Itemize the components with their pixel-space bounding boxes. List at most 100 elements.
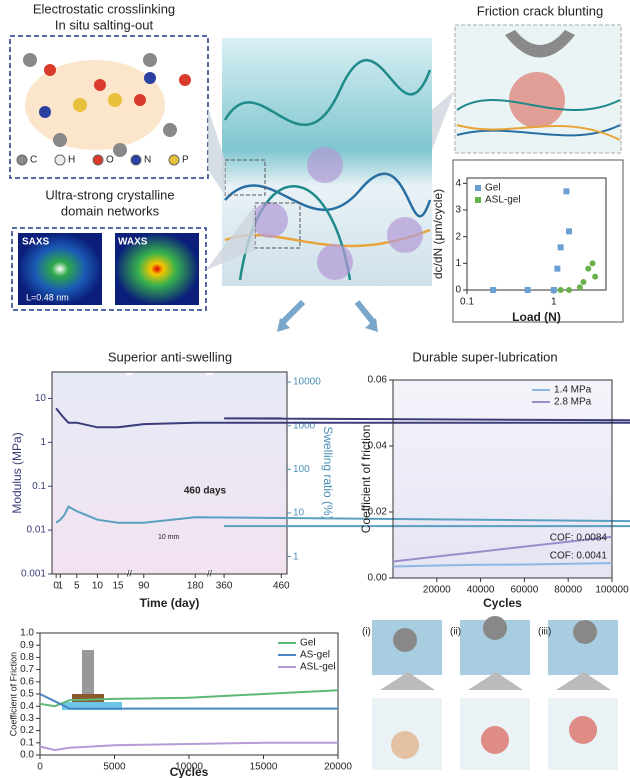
x-tick-label: 0.1 bbox=[460, 297, 474, 308]
stage-diagrams bbox=[372, 616, 618, 770]
y-tick-label: 0.01 bbox=[27, 525, 47, 536]
legend-label: AS-gel bbox=[300, 650, 330, 661]
y2-tick-label: 10000 bbox=[293, 377, 321, 388]
decoration bbox=[380, 672, 611, 690]
y-tick-label: 10 bbox=[35, 393, 47, 404]
x-tick-label: 15 bbox=[113, 581, 125, 592]
y-tick-label: 0.0 bbox=[20, 750, 34, 761]
x-axis-label: Cycles bbox=[170, 765, 209, 778]
decoration bbox=[252, 147, 423, 280]
decoration bbox=[143, 53, 157, 67]
y-axis-label: Coefficient of friction bbox=[359, 425, 373, 534]
y-tick-label: 0.2 bbox=[20, 725, 34, 736]
decoration bbox=[391, 731, 419, 759]
labels: Electrostatic crosslinking In situ salti… bbox=[22, 1, 603, 637]
decoration bbox=[44, 64, 191, 106]
decoration bbox=[53, 133, 67, 147]
decoration bbox=[39, 106, 51, 118]
decoration bbox=[39, 72, 156, 118]
decoration bbox=[223, 58, 432, 126]
decoration bbox=[307, 147, 343, 183]
atom-swatch bbox=[16, 154, 28, 166]
decoration bbox=[82, 650, 94, 695]
y-tick-label: 0.7 bbox=[20, 664, 34, 675]
decoration bbox=[483, 616, 507, 640]
decoration bbox=[317, 244, 353, 280]
x-tick-label: 0 bbox=[53, 581, 59, 592]
decoration bbox=[44, 64, 56, 76]
y-tick-label: 1.0 bbox=[20, 628, 34, 639]
series-line bbox=[39, 693, 338, 710]
decoration bbox=[452, 159, 624, 323]
y-tick-label: 0.1 bbox=[32, 481, 46, 492]
atom-swatch bbox=[54, 154, 66, 166]
x-tick-label: 1 bbox=[551, 297, 557, 308]
x-tick-label: 1 bbox=[57, 581, 63, 592]
point bbox=[563, 188, 570, 195]
legend-label: ASL-gel bbox=[300, 662, 336, 673]
decoration bbox=[569, 716, 597, 744]
point bbox=[566, 287, 573, 293]
decoration bbox=[179, 74, 191, 86]
point bbox=[557, 287, 564, 293]
series-line bbox=[39, 689, 339, 708]
decoration bbox=[509, 72, 565, 128]
point bbox=[566, 228, 573, 235]
axis-break: // bbox=[207, 568, 213, 578]
decoration: (iii) bbox=[538, 627, 551, 638]
plot-frame bbox=[466, 177, 607, 291]
y2-tick-label: 100 bbox=[293, 464, 310, 475]
y-tick-label: 0.5 bbox=[20, 689, 34, 700]
decoration bbox=[456, 124, 621, 141]
y-axis-label: dc/dN (μm/cycle) bbox=[431, 189, 445, 279]
x-tick-label: 10 bbox=[92, 581, 104, 592]
decoration bbox=[23, 53, 177, 157]
decoration bbox=[144, 72, 156, 84]
y2-tick-label: 1000 bbox=[293, 420, 316, 431]
legend-label: 1.4 MPa bbox=[554, 385, 592, 396]
point bbox=[580, 279, 587, 285]
decoration bbox=[113, 143, 127, 157]
x-tick-label: 80000 bbox=[554, 585, 582, 596]
decoration bbox=[62, 702, 122, 710]
x-tick-label: 15000 bbox=[250, 762, 278, 773]
x-tick-label: 0 bbox=[37, 762, 43, 773]
y-tick-label: 0.06 bbox=[368, 375, 388, 386]
annotation: COF: 0.0084 bbox=[550, 533, 608, 544]
decoration bbox=[252, 202, 288, 238]
decoration: WAXS bbox=[118, 237, 148, 248]
decoration: (ii) bbox=[450, 627, 461, 638]
point bbox=[550, 287, 557, 293]
decoration bbox=[432, 90, 455, 150]
y-tick-label: 0.9 bbox=[20, 640, 34, 651]
decoration: L=0.48 nm bbox=[26, 292, 69, 302]
y-axis-label: Coefficient of Friction bbox=[8, 652, 18, 736]
point bbox=[524, 287, 531, 293]
decoration bbox=[387, 217, 423, 253]
y-tick-label: 0.4 bbox=[20, 701, 34, 712]
point bbox=[589, 260, 596, 267]
decoration bbox=[163, 123, 177, 137]
x-tick-label: 5 bbox=[74, 581, 80, 592]
y2-tick-label: 10 bbox=[293, 508, 305, 519]
series-line bbox=[392, 535, 613, 563]
x-axis-label: Cycles bbox=[483, 596, 522, 610]
point bbox=[576, 284, 583, 291]
x-tick-label: 20000 bbox=[423, 585, 451, 596]
decoration: domain networks bbox=[61, 203, 160, 218]
y-tick-label: 0.3 bbox=[20, 713, 34, 724]
decoration bbox=[456, 99, 621, 141]
x-tick-label: 90 bbox=[138, 581, 150, 592]
decoration bbox=[280, 299, 376, 325]
legend-label: Gel bbox=[300, 638, 316, 649]
atom-label: C bbox=[30, 155, 37, 166]
x-tick-label: 100000 bbox=[595, 585, 629, 596]
atom-swatch bbox=[92, 154, 104, 166]
y-tick-label: 2 bbox=[455, 231, 461, 242]
x-tick-label: 180 bbox=[187, 581, 204, 592]
decoration bbox=[18, 233, 102, 305]
decoration bbox=[108, 93, 122, 107]
